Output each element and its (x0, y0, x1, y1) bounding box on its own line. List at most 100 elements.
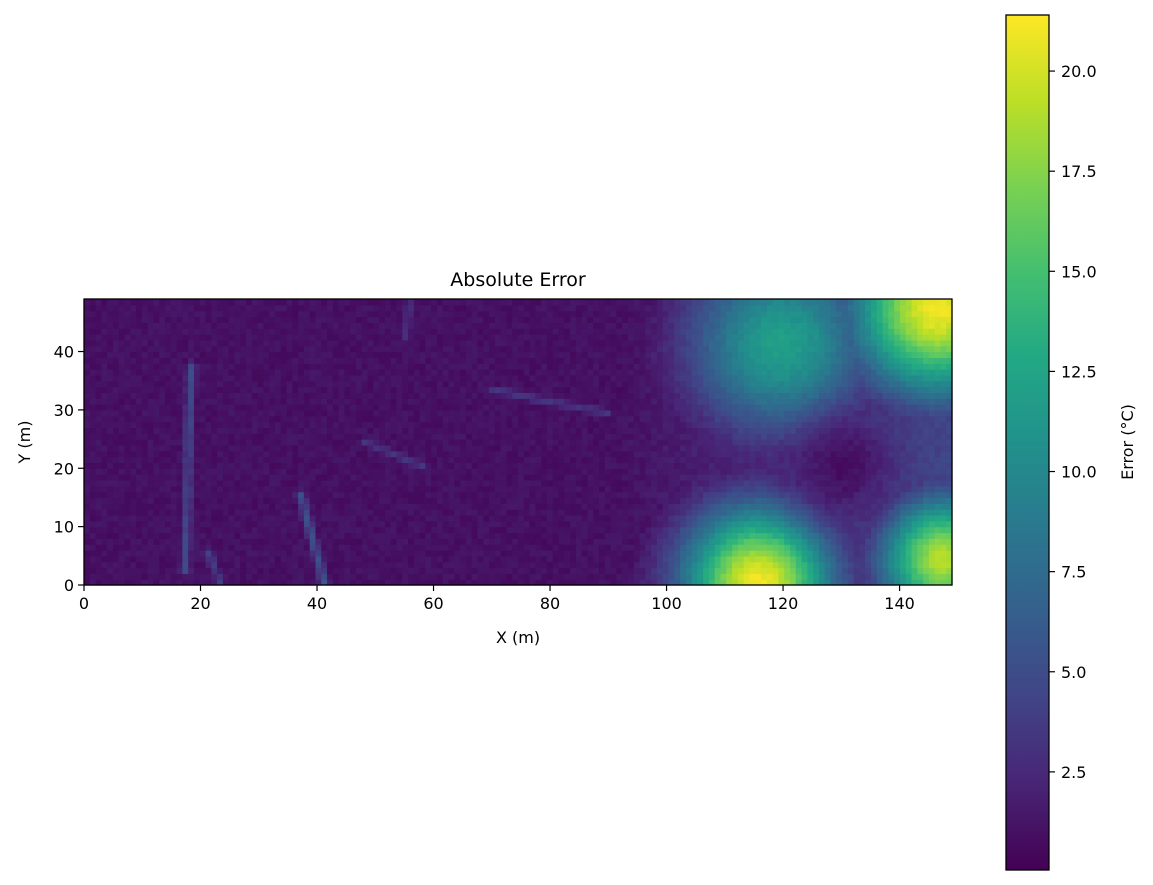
heatmap-cell (309, 427, 317, 434)
heatmap-cell (193, 555, 201, 563)
heatmap-cell (622, 555, 629, 563)
heatmap-cell (847, 462, 855, 469)
heatmap-cell (726, 555, 733, 563)
heatmap-cell (784, 485, 791, 493)
heatmap-cell (402, 497, 409, 504)
heatmap-cell (396, 462, 403, 469)
heatmap-cell (853, 485, 861, 493)
heatmap-cell (309, 520, 317, 528)
heatmap-cell (755, 456, 762, 464)
heatmap-cell (703, 444, 710, 452)
heatmap-cell (84, 450, 91, 458)
heatmap-cell (390, 526, 398, 534)
heatmap-cell (818, 409, 826, 417)
heatmap-cell (228, 573, 236, 580)
heatmap-cell (274, 398, 282, 405)
heatmap-cell (836, 561, 843, 569)
heatmap-cell (217, 392, 224, 399)
heatmap-cell (911, 555, 918, 563)
heatmap-cell (570, 433, 577, 440)
heatmap-cell (199, 561, 207, 569)
heatmap-cell (257, 462, 264, 469)
heatmap-cell (379, 485, 386, 493)
heatmap-cell (616, 444, 623, 452)
heatmap-cell (465, 509, 473, 516)
heatmap-cell (876, 485, 884, 493)
heatmap-cell (107, 415, 114, 423)
heatmap-cell (402, 468, 409, 475)
heatmap-cell (732, 544, 739, 551)
heatmap-cell (396, 404, 403, 411)
heatmap-cell (303, 503, 311, 510)
heatmap-cell (413, 450, 421, 458)
heatmap-cell (546, 404, 554, 411)
heatmap-cell (89, 526, 97, 534)
heatmap-cell (280, 567, 288, 574)
heatmap-cell (830, 509, 837, 516)
heatmap-cell (483, 392, 490, 399)
heatmap-cell (112, 450, 120, 458)
heatmap-cell (599, 474, 606, 481)
heatmap-cell (940, 497, 947, 504)
heatmap-cell (818, 532, 826, 539)
heatmap-cell (639, 439, 646, 446)
heatmap-cell (188, 549, 195, 557)
heatmap-cell (610, 555, 617, 563)
heatmap-cell (436, 415, 444, 423)
heatmap-cell (535, 409, 542, 417)
heatmap-cell (512, 398, 519, 405)
heatmap-cell (170, 520, 178, 528)
heatmap-cell (645, 404, 652, 411)
heatmap-cell (332, 579, 340, 586)
heatmap-cell (286, 491, 293, 499)
heatmap-cell (448, 497, 455, 504)
heatmap-cell (708, 439, 716, 446)
heatmap-cell (477, 433, 484, 440)
heatmap-cell (917, 433, 924, 440)
heatmap-cell (176, 479, 183, 487)
heatmap-cell (830, 549, 837, 557)
heatmap-cell (558, 415, 565, 423)
heatmap-cell (940, 561, 947, 569)
heatmap-cell (246, 398, 253, 405)
heatmap-cell (604, 567, 612, 574)
heatmap-cell (599, 555, 606, 563)
heatmap-cell (390, 439, 398, 446)
heatmap-cell (651, 474, 658, 481)
heatmap-cell (651, 579, 658, 586)
heatmap-cell (246, 439, 253, 446)
heatmap-cell (147, 439, 155, 446)
heatmap-cell (396, 573, 403, 580)
heatmap-cell (500, 415, 508, 423)
heatmap-cell (136, 497, 143, 504)
heatmap-cell (917, 509, 924, 516)
heatmap-cell (419, 514, 427, 522)
heatmap-cell (95, 450, 102, 458)
heatmap-cell (570, 514, 577, 522)
heatmap-cell (720, 479, 727, 487)
heatmap-cell (911, 485, 918, 493)
heatmap-cell (454, 409, 461, 417)
heatmap-cell (633, 392, 641, 399)
heatmap-cell (489, 468, 496, 475)
heatmap-cell (818, 392, 826, 399)
heatmap-cell (234, 462, 241, 469)
heatmap-cell (315, 538, 322, 545)
heatmap-cell (512, 474, 519, 481)
heatmap-cell (251, 491, 259, 499)
heatmap-cell (604, 514, 612, 522)
heatmap-cell (448, 450, 455, 458)
heatmap-cell (552, 468, 560, 475)
heatmap-cell (483, 474, 490, 481)
heatmap-cell (946, 567, 953, 574)
heatmap-cell (489, 421, 496, 429)
heatmap-cell (101, 573, 108, 580)
heatmap-cell (321, 404, 328, 411)
heatmap-cell (89, 427, 97, 434)
heatmap-cell (494, 392, 502, 399)
heatmap-cell (159, 544, 166, 551)
heatmap-cell (581, 555, 589, 563)
heatmap-cell (824, 503, 832, 510)
heatmap-cell (321, 392, 328, 399)
heatmap-cell (789, 497, 797, 504)
